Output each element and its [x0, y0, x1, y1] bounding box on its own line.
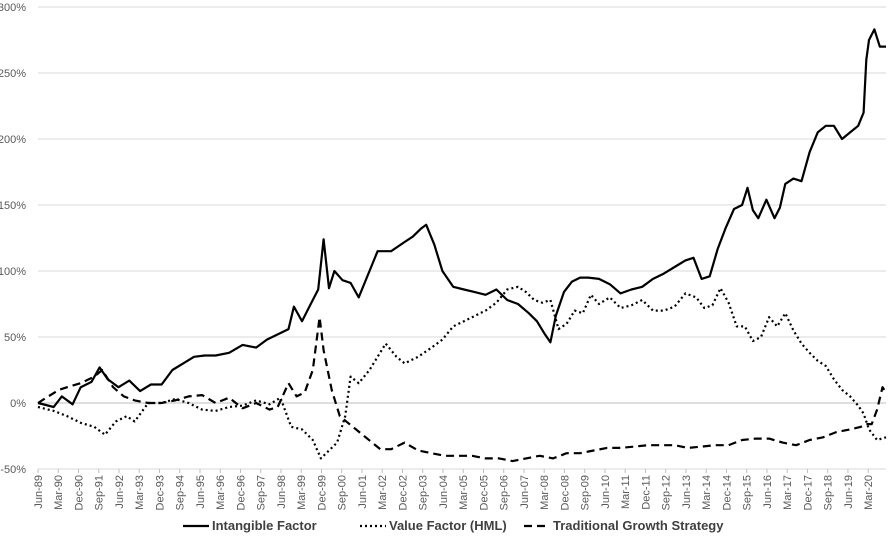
x-axis-ticks: Jun-89 Mar-90 Dec-90 Sep-91 Jun-92 Mar-93 Dec-… — [33, 468, 886, 510]
x-tick-label: Sep-03 — [418, 475, 430, 510]
y-tick-label: 50% — [4, 332, 26, 344]
x-tick-label: Jun-13 — [681, 475, 693, 509]
legend-label: Traditional Growth Strategy — [553, 518, 724, 533]
legend-label: Value Factor (HML) — [389, 518, 507, 533]
series-line-1 — [37, 285, 887, 460]
y-tick-label: 100% — [0, 266, 26, 278]
legend: Intangible Factor Value Factor (HML) Tradi… — [183, 518, 724, 533]
x-tick-label: Mar-11 — [620, 475, 632, 509]
x-tick-label: Sep-94 — [175, 475, 187, 510]
x-tick-label: Dec-05 — [478, 475, 490, 510]
x-tick-label: Dec-14 — [721, 475, 733, 510]
y-tick-label: 300% — [0, 2, 26, 14]
x-tick-label: Mar-20 — [863, 475, 875, 510]
x-tick-label: Jun-16 — [762, 475, 774, 509]
x-tick-label: Jun-07 — [519, 475, 531, 509]
y-tick-label: 150% — [0, 200, 26, 212]
x-tick-label: Mar-93 — [134, 475, 146, 510]
x-tick-label: Dec-11 — [640, 475, 652, 510]
x-tick-label: Jun-92 — [114, 475, 126, 509]
x-tick-label: Mar-17 — [782, 475, 794, 510]
x-tick-label: Sep-12 — [661, 475, 673, 510]
x-tick-label: Jun-01 — [357, 475, 369, 509]
legend-label: Intangible Factor — [212, 518, 317, 533]
x-tick-label: Sep-15 — [742, 475, 754, 510]
y-axis-ticks: -50% 0% 50% 100% 150% 200% 250% 300% — [0, 2, 26, 476]
x-tick-label: Dec-96 — [235, 475, 247, 510]
x-tick-label: Mar-90 — [53, 475, 65, 510]
x-tick-label: Sep-06 — [499, 475, 511, 510]
x-tick-label: Mar-02 — [377, 475, 389, 510]
x-tick-label: Jun-95 — [195, 475, 207, 509]
y-tick-label: 0% — [10, 398, 26, 410]
series-lines — [37, 28, 887, 463]
x-tick-label: Dec-02 — [397, 475, 409, 510]
x-tick-label: Jun-89 — [33, 475, 45, 509]
x-tick-label: Jun-10 — [600, 475, 612, 509]
x-tick-label: Sep-18 — [823, 475, 835, 510]
x-tick-label: Sep-97 — [256, 475, 268, 510]
x-tick-label: Sep-00 — [337, 475, 349, 510]
x-tick-label: Dec-90 — [73, 475, 85, 510]
x-tick-label: Sep-91 — [94, 475, 106, 510]
x-tick-label: Mar-08 — [539, 475, 551, 510]
x-tick-label: Dec-99 — [316, 475, 328, 510]
x-tick-label: Jun-04 — [438, 475, 450, 509]
y-tick-label: 250% — [0, 68, 26, 80]
x-tick-label: Dec-17 — [802, 475, 814, 510]
gridlines — [38, 6, 886, 470]
series-line-0 — [37, 28, 886, 409]
x-tick-label: Mar-14 — [701, 475, 713, 510]
x-tick-label: Sep-09 — [580, 475, 592, 510]
x-tick-label: Dec-08 — [559, 475, 571, 510]
x-tick-label: Mar-99 — [296, 475, 308, 510]
x-tick-label: Dec-93 — [154, 475, 166, 510]
x-tick-label: Mar-96 — [215, 475, 227, 510]
y-tick-label: -50% — [0, 464, 26, 476]
x-tick-label: Jun-98 — [276, 475, 288, 509]
x-tick-label: Mar-05 — [458, 475, 470, 510]
x-tick-label: Jun-19 — [843, 475, 855, 509]
y-tick-label: 200% — [0, 134, 26, 146]
